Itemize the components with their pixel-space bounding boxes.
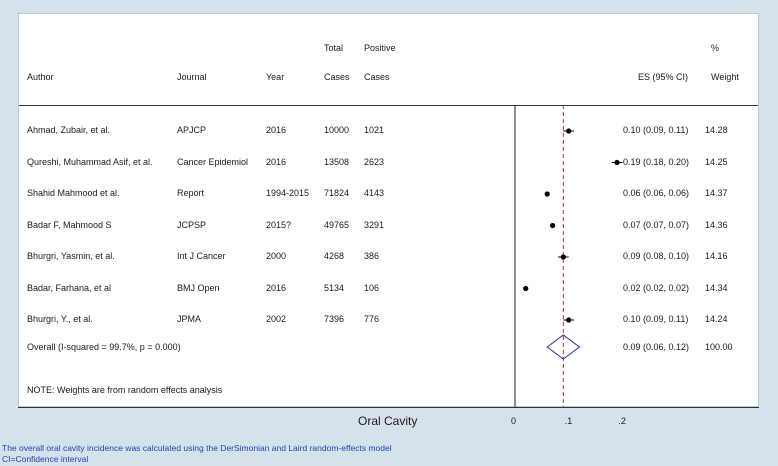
study-point-estimate: [560, 254, 566, 260]
footer-note-1: The overall oral cavity incidence was ca…: [2, 443, 392, 453]
study-weight: 14.24: [705, 314, 728, 324]
study-year: 2015?: [266, 219, 292, 230]
study-es-ci: 0.10 (0.09, 0.11): [623, 125, 689, 135]
footer-note-2: CI=Confidence interval: [2, 454, 89, 464]
forest-plot-panel: Author Journal Year Total Cases Positive…: [18, 13, 759, 408]
study-weight: 14.36: [705, 219, 728, 230]
overall-weight: 100.00: [705, 342, 733, 352]
overall-es: 0.09 (0.06, 0.12): [623, 342, 690, 352]
header-total-line1: Total: [324, 43, 344, 53]
header-year: Year: [266, 72, 285, 82]
study-point-estimate: [566, 128, 572, 134]
study-total: 5134: [324, 282, 345, 293]
study-positive: 4143: [364, 188, 385, 198]
study-journal: JCPSP: [177, 219, 207, 230]
study-es-ci: 0.19 (0.18, 0.20): [623, 156, 690, 167]
study-author: Bhurgri, Yasmin, et al.: [27, 251, 115, 261]
header-positive-line2: Cases: [364, 72, 390, 82]
study-journal: APJCP: [177, 125, 207, 135]
study-year: 2016: [266, 156, 287, 167]
study-total: 4268: [324, 251, 345, 261]
study-author: Ahmad, Zubair, et al.: [27, 125, 111, 135]
study-point-estimate: [523, 285, 529, 292]
study-total: 7396: [324, 314, 345, 324]
study-year: 2002: [266, 314, 287, 324]
study-journal: BMJ Open: [177, 282, 220, 293]
study-total: 10000: [324, 125, 350, 135]
x-tick-label: 0: [511, 416, 517, 426]
header-author: Author: [27, 72, 54, 82]
header-journal: Journal: [177, 72, 207, 82]
header-positive-line1: Positive: [364, 43, 396, 53]
header-weight-line1: %: [711, 43, 720, 53]
study-author: Badar, Farhana, et al: [27, 282, 112, 293]
study-positive: 2623: [364, 156, 385, 167]
study-journal: JPMA: [177, 314, 202, 324]
header-rule: [19, 105, 758, 106]
overall-label: Overall (I-squared = 99.7%, p = 0.000): [27, 342, 181, 352]
study-journal: Cancer Epidemiol: [177, 156, 249, 167]
study-author: Bhurgri, Y., et al.: [27, 314, 93, 324]
study-es-ci: 0.07 (0.07, 0.07): [623, 219, 690, 230]
study-weight: 14.28: [705, 125, 728, 135]
study-point-estimate: [566, 317, 572, 323]
bottom-rule: [18, 407, 759, 408]
study-journal: Int J Cancer: [177, 251, 226, 261]
study-es-ci: 0.06 (0.06, 0.06): [623, 188, 690, 198]
forest-plot-graphic: [514, 105, 623, 408]
study-es-ci: 0.09 (0.08, 0.10): [623, 251, 690, 261]
x-tick-label: .1: [564, 416, 573, 426]
study-weight: 14.16: [705, 251, 728, 261]
header-es: ES (95% CI): [638, 72, 689, 82]
study-weight: 14.37: [705, 188, 728, 198]
study-year: 2016: [266, 282, 287, 293]
study-total: 71824: [324, 188, 350, 198]
x-tick-label: .2: [618, 416, 626, 426]
study-weight: 14.25: [705, 156, 728, 167]
study-es-ci: 0.02 (0.02, 0.02): [623, 282, 690, 293]
overall-diamond: [546, 334, 581, 360]
study-total: 49765: [324, 219, 350, 230]
study-year: 2000: [266, 251, 287, 261]
study-year: 2016: [266, 125, 287, 135]
study-weight: 14.34: [705, 282, 728, 293]
x-axis-label: Oral Cavity: [358, 414, 418, 428]
study-positive: 1021: [364, 125, 385, 135]
study-year: 1994-2015: [266, 188, 310, 198]
study-positive: 106: [364, 282, 380, 293]
header-total-line2: Cases: [324, 72, 350, 82]
study-point-estimate: [549, 222, 556, 229]
study-author: Badar F, Mahmood S: [27, 219, 112, 230]
header-weight-line2: Weight: [711, 72, 739, 82]
study-point-estimate: [614, 159, 620, 166]
weights-note: NOTE: Weights are from random effects an…: [27, 385, 223, 395]
study-positive: 386: [364, 251, 380, 261]
study-positive: 776: [364, 314, 380, 324]
study-journal: Report: [177, 188, 205, 198]
study-author: Shahid Mahmood et al.: [27, 188, 120, 198]
study-point-estimate: [544, 191, 550, 197]
study-es-ci: 0.10 (0.09, 0.11): [623, 314, 689, 324]
study-total: 13508: [324, 156, 350, 167]
study-positive: 3291: [364, 219, 385, 230]
study-author: Qureshi, Muhammad Asif, et al.: [27, 156, 153, 167]
